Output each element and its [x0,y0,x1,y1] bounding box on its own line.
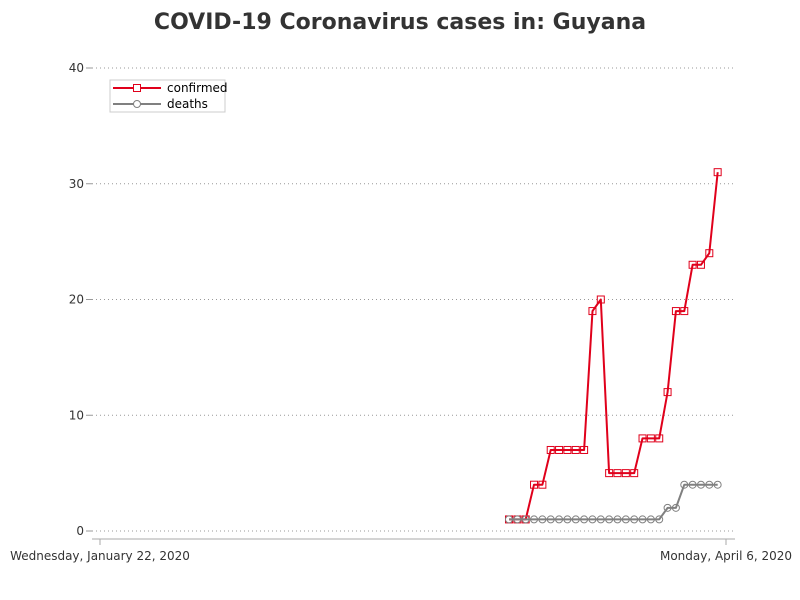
data-point-confirmed [605,469,614,478]
legend: confirmed deaths [109,79,228,113]
data-point-confirmed [613,469,622,478]
x-tick-label: Wednesday, January 22, 2020 [10,549,190,563]
data-point-deaths [621,515,630,524]
chart-title: COVID-19 Coronavirus cases in: Guyana [153,10,647,35]
data-point-deaths [538,515,547,524]
data-point-confirmed [705,249,714,258]
data-point-deaths [588,515,597,524]
data-point-deaths [638,515,647,524]
data-point-confirmed [596,295,605,304]
data-point-confirmed [646,434,655,443]
data-point-confirmed [671,307,680,316]
data-point-deaths [513,515,522,524]
axes: 0 10 20 30 40 Wednesday, January 22, 2020 Mond… [10,61,792,563]
gridlines [92,67,735,532]
legend-label-confirmed: confirmed [167,81,228,95]
data-point-deaths [596,515,605,524]
data-point-confirmed [588,307,597,316]
data-point-confirmed [713,168,722,177]
data-point-confirmed [621,469,630,478]
data-point-confirmed [680,307,689,316]
legend-box [109,79,226,113]
data-point-deaths [521,515,530,524]
data-point-deaths [605,515,614,524]
legend-label-deaths: deaths [167,97,208,111]
data-point-deaths [630,515,639,524]
y-tick-label: 20 [69,293,84,307]
data-point-deaths [705,480,714,489]
data-point-confirmed [571,445,580,454]
data-point-deaths [688,480,697,489]
data-point-deaths [663,503,672,512]
data-point-confirmed [638,434,647,443]
data-point-deaths [546,515,555,524]
x-tick-label: Monday, April 6, 2020 [660,549,792,563]
data-point-deaths [563,515,572,524]
data-point-deaths [680,480,689,489]
y-tick-label: 30 [69,177,84,191]
data-point-confirmed [655,434,664,443]
data-point-confirmed [563,445,572,454]
data-point-confirmed [630,469,639,478]
data-point-deaths [671,503,680,512]
series-lines [504,168,722,524]
data-point-confirmed [696,260,705,269]
data-point-deaths [555,515,564,524]
data-point-deaths [696,480,705,489]
data-point-deaths [655,515,664,524]
data-point-deaths [571,515,580,524]
data-point-confirmed [530,480,539,489]
data-point-deaths [646,515,655,524]
y-tick-label: 0 [76,524,84,538]
y-tick-label: 10 [69,408,84,422]
data-point-deaths [580,515,589,524]
data-point-deaths [613,515,622,524]
data-point-confirmed [688,260,697,269]
series-line-confirmed [509,172,719,521]
series-line-deaths [509,483,718,521]
data-point-confirmed [663,388,672,397]
legend-marker-deaths [133,100,141,108]
data-point-confirmed [546,445,555,454]
data-point-deaths [713,480,722,489]
legend-marker-confirmed [133,84,141,92]
data-point-confirmed [555,445,564,454]
data-point-confirmed [538,480,547,489]
data-point-deaths [530,515,539,524]
data-point-deaths [504,515,513,524]
y-tick-label: 40 [69,61,84,75]
data-point-confirmed [580,445,589,454]
